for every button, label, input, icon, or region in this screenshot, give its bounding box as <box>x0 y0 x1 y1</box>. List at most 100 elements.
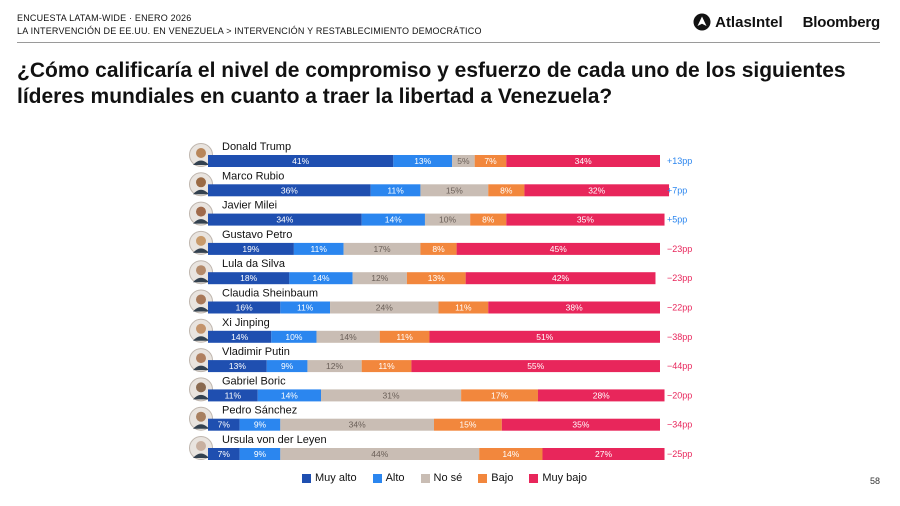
bar-segment-no-se <box>316 330 380 343</box>
bar-value-label-alto: 11% <box>311 244 328 254</box>
bar-value-label-muy-bajo: 27% <box>595 449 612 459</box>
bar-segment-muy-alto <box>208 213 362 226</box>
bar-segment-bajo <box>420 242 457 255</box>
bar-value-label-muy-bajo: 38% <box>566 303 583 313</box>
bar-value-label-bajo: 13% <box>428 273 445 283</box>
leader-name: Claudia Sheinbaum <box>222 288 318 300</box>
bar-segment-bajo <box>406 272 466 285</box>
leader-name: Ursula von der Leyen <box>222 434 327 446</box>
chart-row-lula-da-silva: Lula da Silva 18% 14% 12% 13% 42% −23pp <box>189 258 692 285</box>
bar-segment-no-se <box>321 389 462 402</box>
bar-value-label-muy-bajo: 32% <box>588 185 605 195</box>
bar-value-label-no-se: 12% <box>371 273 388 283</box>
bar-segment-muy-alto <box>208 360 267 373</box>
bar-segment-alto <box>293 242 344 255</box>
bar-segment-muy-bajo <box>506 155 660 167</box>
bar-value-label-alto: 11% <box>297 303 314 313</box>
bar-value-label-muy-alto: 7% <box>218 449 231 459</box>
bar-segment-no-se <box>352 272 407 285</box>
bar-segment-alto <box>257 389 321 402</box>
bar-segment-alto <box>271 330 317 343</box>
atlasintel-wordmark: AtlasIntel <box>715 13 783 31</box>
chart-row-pedro-sanchez: Pedro Sánchez 7% 9% 34% 15% 35% −34pp <box>189 405 692 431</box>
leader-name: Vladimir Putin <box>222 346 290 358</box>
bar-segment-no-se <box>307 360 362 373</box>
bar-value-label-muy-bajo: 45% <box>550 244 567 254</box>
chart-row-vladimir-putin: Vladimir Putin 13% 9% 12% 11% 55% −44pp <box>189 346 692 373</box>
legend-item-muy-alto: Muy alto <box>302 472 357 484</box>
bar-segment-muy-alto <box>208 418 240 431</box>
net-score-label: −34pp <box>667 420 692 430</box>
chart-row-marco-rubio: Marco Rubio 36% 11% 15% 8% 32% +7pp <box>189 170 687 197</box>
legend-swatch-alto <box>372 473 382 483</box>
bar-segment-muy-bajo <box>524 184 670 197</box>
bar-value-label-bajo: 8% <box>482 215 495 225</box>
bar-value-label-alto: 10% <box>285 332 302 342</box>
chart-title: ¿Cómo calificaría el nivel de compromiso… <box>17 59 846 108</box>
bar-segment-muy-alto <box>208 448 240 460</box>
bar-segment-bajo <box>434 418 502 431</box>
bar-segment-no-se <box>420 184 489 197</box>
bar-segment-bajo <box>438 301 489 314</box>
legend-item-muy-bajo: Muy bajo <box>529 472 587 484</box>
bar-value-label-muy-alto: 41% <box>292 156 309 166</box>
leader-avatar-javier-milei <box>189 201 213 226</box>
bar-value-label-muy-alto: 7% <box>218 420 231 430</box>
bar-value-label-muy-bajo: 42% <box>552 273 569 283</box>
net-score-label: −20pp <box>667 390 692 400</box>
bar-value-label-muy-bajo: 51% <box>536 332 553 342</box>
bar-segment-alto <box>239 448 281 460</box>
net-score-label: +7pp <box>667 185 687 195</box>
bar-value-label-bajo: 11% <box>378 361 395 371</box>
bar-value-label-alto: 14% <box>312 273 329 283</box>
bar-segment-no-se <box>343 242 421 255</box>
bar-segment-bajo <box>361 360 412 373</box>
legend-label-bajo: Bajo <box>491 472 514 484</box>
bar-value-label-alto: 13% <box>414 156 431 166</box>
bar-segment-no-se <box>280 448 480 460</box>
bar-value-label-muy-bajo: 34% <box>575 156 592 166</box>
bar-value-label-muy-alto: 11% <box>225 390 242 400</box>
bar-segment-muy-bajo <box>542 448 665 460</box>
bar-value-label-no-se: 10% <box>439 215 456 225</box>
bar-value-label-muy-alto: 13% <box>229 361 246 371</box>
bar-value-label-no-se: 24% <box>376 303 393 313</box>
bar-segment-bajo <box>474 155 507 167</box>
header-meta: ENCUESTA LATAM-WIDE · ENERO 2026 LA INTE… <box>17 12 482 38</box>
bar-value-label-muy-alto: 36% <box>281 185 298 195</box>
chart-row-javier-milei: Javier Milei 34% 14% 10% 8% 35% +5pp <box>189 200 687 226</box>
bar-segment-muy-bajo <box>411 360 660 373</box>
leader-name: Lula da Silva <box>222 258 286 270</box>
bar-value-label-alto: 11% <box>387 185 404 195</box>
bar-segment-no-se <box>330 301 439 314</box>
bar-value-label-alto: 9% <box>254 449 267 459</box>
leader-avatar-vladimir-putin <box>189 348 213 373</box>
net-score-label: +5pp <box>667 215 687 225</box>
leader-name: Javier Milei <box>222 200 277 212</box>
bar-segment-alto <box>289 272 353 285</box>
bar-value-label-alto: 9% <box>281 361 294 371</box>
bar-value-label-bajo: 8% <box>500 185 513 195</box>
chart-row-ursula-von-der-leyen: Ursula von der Leyen 7% 9% 44% 14% 27% −25pp <box>189 434 692 460</box>
bar-value-label-muy-bajo: 35% <box>572 420 589 430</box>
bar-segment-alto <box>239 418 281 431</box>
leader-name: Gustavo Petro <box>222 229 292 241</box>
bar-value-label-alto: 9% <box>254 420 267 430</box>
bar-segment-muy-bajo <box>429 330 660 343</box>
bar-segment-no-se <box>424 213 471 226</box>
brand-logos: AtlasIntel Bloomberg <box>693 13 880 31</box>
bar-segment-no-se <box>280 418 434 431</box>
legend-swatch-muy-alto <box>302 473 311 483</box>
bar-segment-bajo <box>479 448 543 460</box>
bar-value-label-muy-bajo: 28% <box>593 390 610 400</box>
bar-segment-bajo <box>461 389 538 402</box>
leader-avatar-gustavo-petro <box>189 230 213 255</box>
legend-swatch-no-se <box>420 473 430 483</box>
bar-segment-muy-bajo <box>465 272 656 285</box>
net-score-label: −44pp <box>667 361 692 371</box>
net-score-label: +13pp <box>667 156 692 166</box>
bar-value-label-bajo: 11% <box>455 303 472 313</box>
bar-segment-alto <box>361 213 425 226</box>
